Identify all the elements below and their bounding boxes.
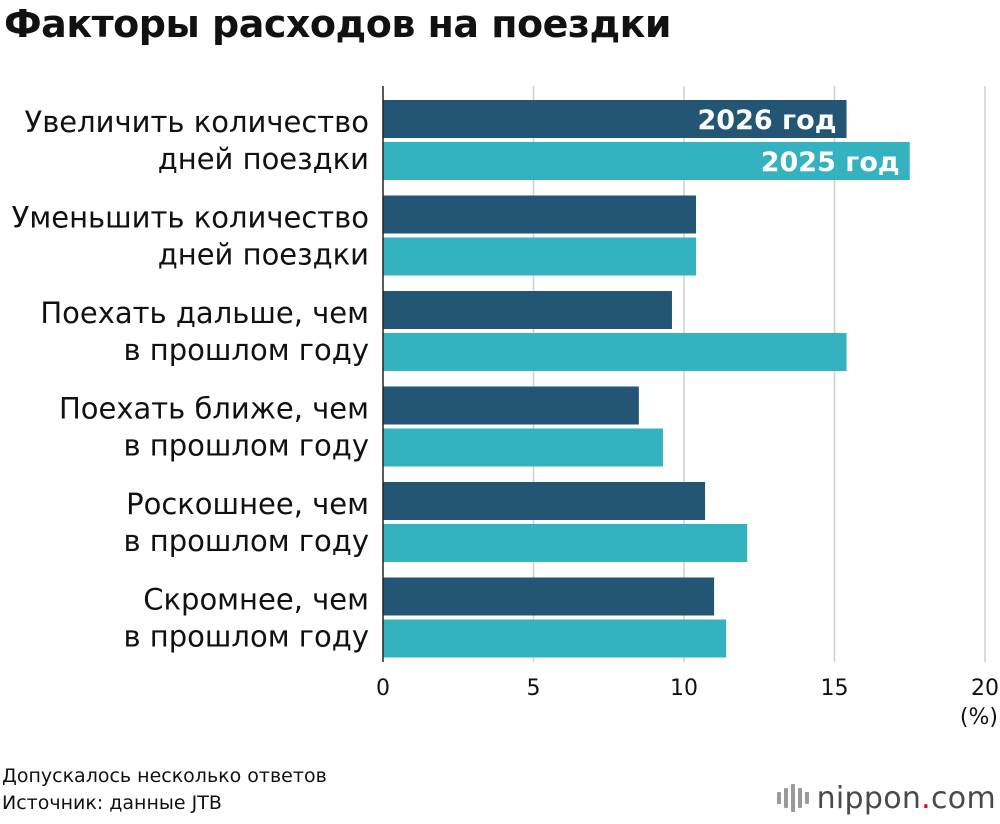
bars: 2026 год 2025 год xyxy=(383,100,910,658)
bar-chart: 2026 год 2025 год Увеличить количество дне… xyxy=(12,86,999,730)
footnote-multiple-answers: Допускалось несколько ответов xyxy=(2,765,327,787)
bar-series2-cat5 xyxy=(383,524,748,562)
logo-text: nippon.com xyxy=(816,780,996,816)
x-axis-unit: (%) xyxy=(960,705,998,730)
x-tick-label-5: 5 xyxy=(527,676,541,701)
category-label-3: Поехать дальше, чем в прошлом году xyxy=(40,296,369,367)
bar-series2-cat2 xyxy=(383,237,697,276)
bar-series1-cat6 xyxy=(383,577,715,616)
bar-series1-cat3 xyxy=(383,291,672,329)
legend-label-series2: 2025 год xyxy=(761,147,900,178)
bar-series1-cat5 xyxy=(383,482,706,520)
x-axis-ticks: 0 5 10 15 20 xyxy=(376,676,999,701)
bar-series1-cat4 xyxy=(383,386,639,425)
chart-title: Факторы расходов на поездки xyxy=(4,2,672,46)
bar-series2-cat4 xyxy=(383,428,663,467)
bar-series2-cat1 xyxy=(383,142,910,180)
gridlines xyxy=(532,86,986,662)
bar-series2-cat6 xyxy=(383,619,727,658)
footnotes: Допускалось несколько ответов Источник: … xyxy=(2,763,327,817)
category-label-6: Скромнее, чем в прошлом году xyxy=(123,583,369,654)
category-label-5: Роскошнее, чем в прошлом году xyxy=(123,487,369,558)
category-labels: Увеличить количество дней поездки Уменьшит… xyxy=(12,105,369,654)
bar-series1-cat1 xyxy=(383,100,847,138)
logo-bars-icon xyxy=(776,784,809,812)
x-tick-label-10: 10 xyxy=(670,676,698,701)
legend-label-series1: 2026 год xyxy=(698,105,837,136)
nippon-logo: nippon.com xyxy=(776,778,996,818)
category-label-4: Поехать ближе, чем в прошлом году xyxy=(59,392,369,463)
bar-series2-cat3 xyxy=(383,333,847,371)
category-label-2: Уменьшить количество дней поездки xyxy=(12,201,369,272)
bar-series1-cat2 xyxy=(383,195,697,234)
category-label-1: Увеличить количество дней поездки xyxy=(25,105,369,176)
footnote-source: Источник: данные JTB xyxy=(2,792,222,814)
x-tick-label-15: 15 xyxy=(821,676,849,701)
x-tick-label-0: 0 xyxy=(376,676,390,701)
x-tick-label-20: 20 xyxy=(971,676,999,701)
